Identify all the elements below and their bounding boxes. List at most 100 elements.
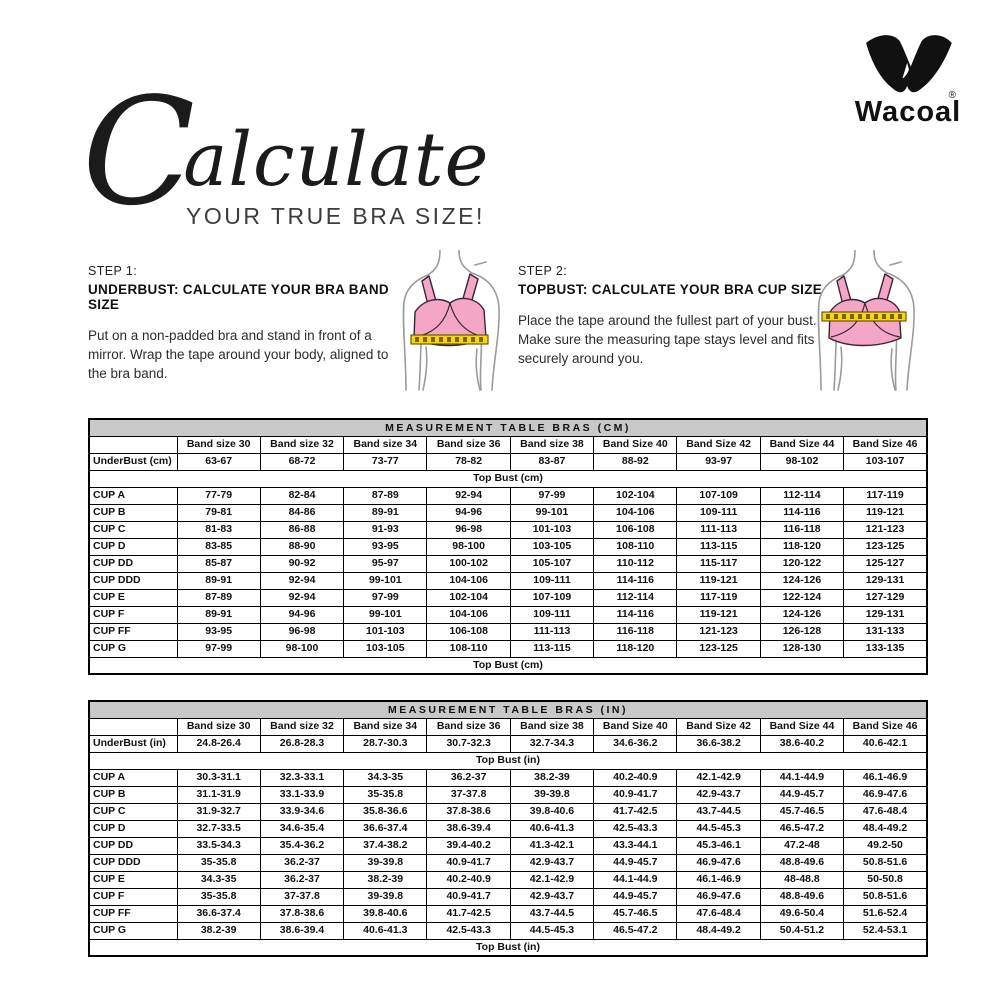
size-range-cell: 118-120 bbox=[593, 639, 678, 658]
band-size-header: Band Size 40 bbox=[593, 717, 678, 736]
size-range-cell: 44.5-45.3 bbox=[676, 819, 761, 838]
size-range-cell: 93-95 bbox=[343, 537, 428, 556]
size-range-cell: 92-94 bbox=[259, 588, 345, 607]
size-range-cell: 46.9-47.6 bbox=[843, 785, 928, 804]
size-range-cell: 133-135 bbox=[843, 639, 928, 658]
cup-label: CUP DD bbox=[88, 836, 178, 855]
size-range-cell: 35-35.8 bbox=[176, 887, 261, 906]
size-range-cell: 46.5-47.2 bbox=[759, 819, 845, 838]
underbust-range-cell: 34.6-36.2 bbox=[593, 734, 678, 753]
cup-row: CUP FF 93-95 96-98 101-103 106-108 111-113 116… bbox=[88, 622, 928, 641]
size-range-cell: 122-124 bbox=[759, 588, 845, 607]
size-range-cell: 111-113 bbox=[676, 520, 761, 539]
size-range-cell: 97-99 bbox=[176, 639, 261, 658]
size-range-cell: 37.8-38.6 bbox=[426, 802, 511, 821]
size-range-cell: 31.9-32.7 bbox=[176, 802, 261, 821]
size-range-cell: 40.6-41.3 bbox=[509, 819, 595, 838]
size-range-cell: 98-100 bbox=[259, 639, 345, 658]
size-range-cell: 45.3-46.1 bbox=[676, 836, 761, 855]
size-range-cell: 38.6-39.4 bbox=[259, 921, 345, 940]
measuring-tape-band bbox=[410, 334, 489, 345]
step-1-heading: UNDERBUST: CALCULATE YOUR BRA BAND SIZE bbox=[88, 282, 389, 312]
topbust-label: Top Bust (cm) bbox=[88, 656, 928, 675]
size-range-cell: 89-91 bbox=[176, 605, 261, 624]
cup-row: CUP C 31.9-32.7 33.9-34.6 35.8-36.6 37.8-38.… bbox=[88, 802, 928, 821]
cup-label: CUP D bbox=[88, 537, 178, 556]
size-range-cell: 110-112 bbox=[593, 554, 678, 573]
registered-trademark: ® bbox=[948, 90, 956, 101]
size-range-cell: 118-120 bbox=[759, 537, 845, 556]
size-range-cell: 44.1-44.9 bbox=[759, 768, 845, 787]
size-range-cell: 40.9-41.7 bbox=[593, 785, 678, 804]
size-range-cell: 38.2-39 bbox=[343, 870, 428, 889]
size-range-cell: 129-131 bbox=[843, 605, 928, 624]
cup-label: CUP A bbox=[88, 768, 178, 787]
topbust-measurement-figure bbox=[817, 250, 915, 391]
size-range-cell: 102-104 bbox=[426, 588, 511, 607]
size-range-cell: 45.7-46.5 bbox=[759, 802, 845, 821]
cup-label: CUP C bbox=[88, 802, 178, 821]
size-range-cell: 108-110 bbox=[426, 639, 511, 658]
headline-script: Calculate bbox=[82, 78, 501, 226]
size-range-cell: 127-129 bbox=[843, 588, 928, 607]
cup-label: CUP E bbox=[88, 870, 178, 889]
cup-label: CUP D bbox=[88, 819, 178, 838]
size-range-cell: 43.7-44.5 bbox=[676, 802, 761, 821]
size-range-cell: 39.4-40.2 bbox=[426, 836, 511, 855]
size-range-cell: 42.1-42.9 bbox=[509, 870, 595, 889]
size-range-cell: 101-103 bbox=[343, 622, 428, 641]
size-range-cell: 124-126 bbox=[759, 571, 845, 590]
size-range-cell: 113-115 bbox=[509, 639, 595, 658]
cup-label: CUP FF bbox=[88, 904, 178, 923]
headline-initial: C bbox=[82, 66, 196, 238]
size-range-cell: 86-88 bbox=[259, 520, 345, 539]
corner-cell bbox=[88, 717, 178, 736]
size-range-cell: 112-114 bbox=[759, 486, 845, 505]
underbust-range-cell: 73-77 bbox=[343, 452, 428, 471]
size-range-cell: 48.8-49.6 bbox=[759, 887, 845, 906]
size-range-cell: 50-50.8 bbox=[843, 870, 928, 889]
topbust-label: Top Bust (in) bbox=[88, 751, 928, 770]
cup-row: CUP D 83-85 88-90 93-95 98-100 103-105 108-110… bbox=[88, 537, 928, 556]
cup-row: CUP E 87-89 92-94 97-99 102-104 107-109 112-11… bbox=[88, 588, 928, 607]
step-2-heading: TOPBUST: CALCULATE YOUR BRA CUP SIZE bbox=[518, 282, 823, 297]
cup-row: CUP F 35-35.8 37-37.8 39-39.8 40.9-41.7 42.9-… bbox=[88, 887, 928, 906]
size-range-cell: 114-116 bbox=[593, 571, 678, 590]
size-range-cell: 43.3-44.1 bbox=[593, 836, 678, 855]
size-range-cell: 33.1-33.9 bbox=[259, 785, 345, 804]
size-range-cell: 34.3-35 bbox=[176, 870, 261, 889]
size-range-cell: 37-37.8 bbox=[426, 785, 511, 804]
size-range-cell: 106-108 bbox=[593, 520, 678, 539]
size-range-cell: 33.5-34.3 bbox=[176, 836, 261, 855]
size-range-cell: 32.7-33.5 bbox=[176, 819, 261, 838]
size-range-cell: 121-123 bbox=[676, 622, 761, 641]
band-size-header: Band size 32 bbox=[259, 435, 345, 454]
cup-row: CUP DDD 89-91 92-94 99-101 104-106 109-111 114… bbox=[88, 571, 928, 590]
size-range-cell: 40.9-41.7 bbox=[426, 887, 511, 906]
size-range-cell: 46.5-47.2 bbox=[593, 921, 678, 940]
size-range-cell: 49.2-50 bbox=[843, 836, 928, 855]
size-range-cell: 79-81 bbox=[176, 503, 261, 522]
size-range-cell: 108-110 bbox=[593, 537, 678, 556]
size-range-cell: 104-106 bbox=[426, 605, 511, 624]
size-range-cell: 96-98 bbox=[426, 520, 511, 539]
measurement-table-cm: MEASUREMENT TABLE BRAS (CM) Band size 30 B… bbox=[88, 418, 928, 675]
size-range-cell: 35-35.8 bbox=[176, 853, 261, 872]
size-range-cell: 119-121 bbox=[843, 503, 928, 522]
size-range-cell: 116-118 bbox=[593, 622, 678, 641]
size-range-cell: 107-109 bbox=[676, 486, 761, 505]
table-title: MEASUREMENT TABLE BRAS (CM) bbox=[88, 418, 928, 437]
size-range-cell: 89-91 bbox=[176, 571, 261, 590]
table-title: MEASUREMENT TABLE BRAS (IN) bbox=[88, 700, 928, 719]
size-range-cell: 49.6-50.4 bbox=[759, 904, 845, 923]
wacoal-wing-icon bbox=[866, 35, 952, 93]
cup-label: CUP C bbox=[88, 520, 178, 539]
cup-label: CUP B bbox=[88, 785, 178, 804]
size-range-cell: 39-39.8 bbox=[509, 785, 595, 804]
step-1-body: Put on a non-padded bra and stand in fro… bbox=[88, 328, 389, 382]
size-range-cell: 98-100 bbox=[426, 537, 511, 556]
band-size-header: Band Size 42 bbox=[676, 717, 761, 736]
cup-row: CUP A 30.3-31.1 32.3-33.1 34.3-35 36.2-37 38.… bbox=[88, 768, 928, 787]
size-range-cell: 47.6-48.4 bbox=[843, 802, 928, 821]
size-range-cell: 42.1-42.9 bbox=[676, 768, 761, 787]
